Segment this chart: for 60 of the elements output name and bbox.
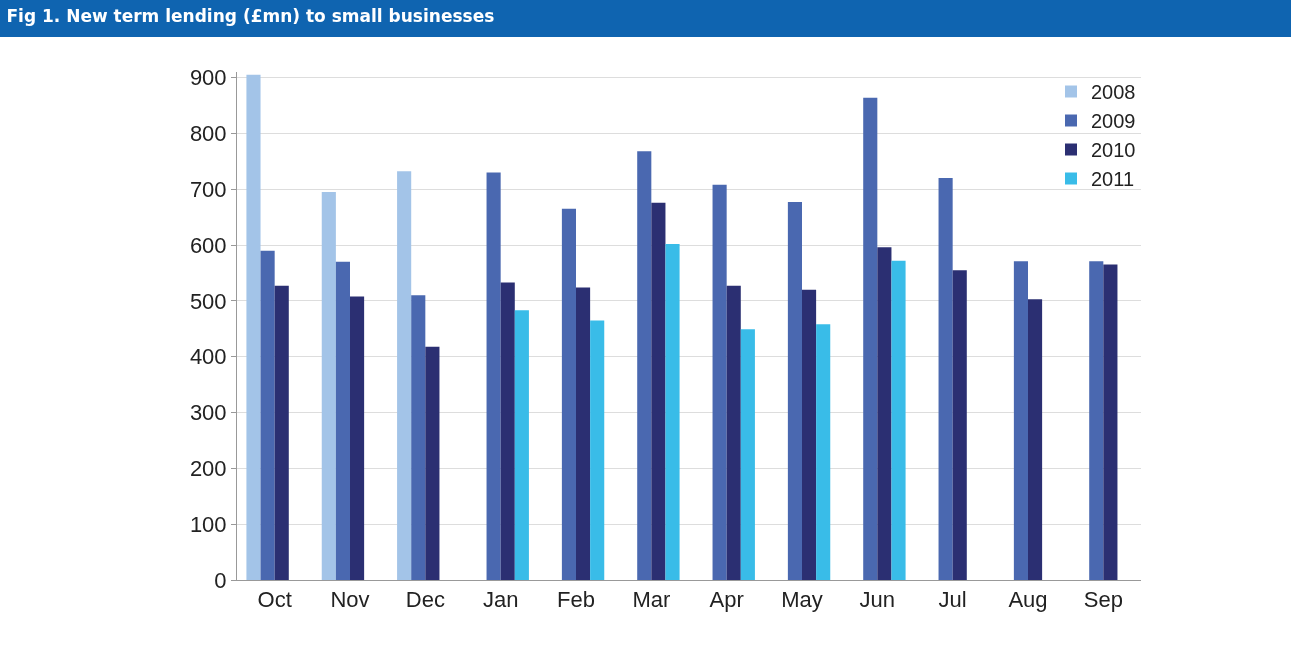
bar: [514, 310, 529, 580]
bar: [397, 171, 412, 580]
bar: [1013, 261, 1028, 580]
x-tick-label: Jan: [482, 587, 519, 613]
y-tick-label: 800: [189, 121, 227, 147]
bar: [411, 295, 426, 580]
legend-label: 2010: [1091, 139, 1136, 162]
x-tick-label: Jul: [938, 587, 967, 613]
bar: [938, 178, 953, 580]
y-tick-label: 600: [189, 232, 227, 258]
bar: [952, 270, 967, 580]
bar: [274, 285, 289, 580]
bar: [651, 202, 666, 580]
x-tick-label: Dec: [405, 587, 445, 613]
bar: [1103, 264, 1118, 580]
bar: [726, 285, 741, 580]
bar: [321, 192, 336, 580]
x-tick-label: Sep: [1083, 587, 1123, 613]
y-tick-label: 300: [189, 400, 227, 426]
bar: [561, 208, 576, 580]
bar: [500, 282, 515, 580]
y-tick-label: 900: [189, 65, 227, 91]
legend-label: 2008: [1091, 81, 1136, 104]
bar: [891, 260, 906, 580]
bar: [576, 287, 591, 580]
x-tick-label: Oct: [257, 587, 292, 613]
y-tick-label: 400: [189, 344, 227, 370]
bar: [816, 324, 831, 580]
bar: [260, 250, 275, 580]
x-tick-label: Feb: [557, 587, 595, 613]
bar: [1028, 299, 1043, 580]
x-tick-label: Mar: [632, 587, 671, 613]
x-tick-label: Nov: [330, 587, 370, 613]
bar: [335, 261, 350, 580]
x-tick-label: Apr: [709, 587, 744, 613]
x-tick-label: May: [781, 587, 823, 613]
y-tick-label: 100: [189, 511, 227, 537]
y-tick-label: 200: [189, 456, 227, 482]
x-tick-label: Aug: [1008, 587, 1048, 613]
bar: [863, 97, 878, 580]
bar: [787, 202, 802, 580]
bar: [1089, 261, 1104, 580]
bar: [486, 172, 501, 580]
bar: [712, 184, 727, 580]
y-tick-label: 500: [189, 288, 227, 314]
bar: [425, 346, 440, 580]
bar: [350, 296, 365, 580]
x-tick-label: Jun: [859, 587, 896, 613]
chart-title: Fig 1. New term lending (£mn) to small businesses: [6, 5, 495, 26]
bar: [590, 320, 605, 580]
y-tick-label: 0: [214, 567, 227, 593]
bar: [802, 289, 817, 580]
bar: [877, 247, 892, 580]
legend-label: 2011: [1091, 168, 1135, 191]
bar: [637, 151, 652, 580]
bar: [246, 74, 261, 580]
bar: [665, 243, 680, 580]
bar: [740, 329, 755, 580]
legend-label: 2009: [1091, 110, 1136, 133]
y-tick-label: 700: [189, 176, 227, 202]
